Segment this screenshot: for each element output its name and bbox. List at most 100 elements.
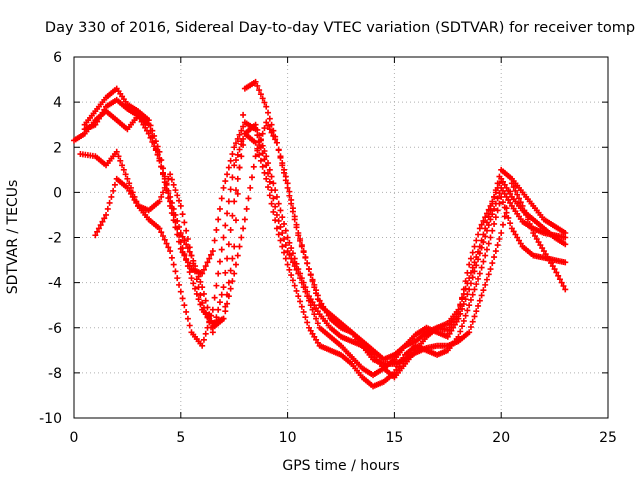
data-point-marker: [259, 163, 266, 170]
data-point-marker: [216, 258, 223, 265]
data-point-marker: [464, 307, 471, 314]
data-point-marker: [272, 217, 279, 224]
data-point-marker: [475, 302, 482, 309]
data-point-marker: [320, 303, 327, 310]
data-point-marker: [507, 199, 514, 206]
data-point-marker: [240, 111, 247, 118]
data-point-marker: [236, 146, 243, 153]
data-point-marker: [168, 205, 175, 212]
data-points: [71, 78, 569, 390]
data-point-marker: [487, 207, 494, 214]
data-point-marker: [234, 135, 241, 142]
data-point-marker: [261, 99, 268, 106]
data-point-marker: [165, 190, 172, 197]
data-point-marker: [254, 147, 261, 154]
data-point-marker: [444, 333, 451, 340]
data-point-marker: [492, 214, 499, 221]
data-point-marker: [126, 180, 133, 187]
data-point-marker: [535, 239, 542, 246]
data-point-marker: [508, 225, 515, 232]
data-point-marker: [309, 306, 316, 313]
data-point-marker: [174, 275, 181, 282]
data-point-marker: [113, 148, 120, 155]
data-point-marker: [232, 157, 239, 164]
data-point-marker: [183, 308, 190, 315]
data-point-marker: [208, 251, 215, 258]
data-point-marker: [462, 285, 469, 292]
data-point-marker: [119, 162, 126, 169]
data-point-marker: [560, 283, 567, 290]
y-tick-label: -8: [48, 366, 62, 382]
data-point-marker: [277, 153, 284, 160]
data-point-marker: [163, 240, 170, 247]
data-point-marker: [222, 178, 229, 185]
data-point-marker: [224, 210, 231, 217]
data-point-marker: [482, 225, 489, 232]
data-point-marker: [218, 246, 225, 253]
data-point-marker: [482, 252, 489, 259]
data-point-marker: [188, 275, 195, 282]
data-point-marker: [487, 266, 494, 273]
data-point-marker: [218, 195, 225, 202]
data-point-marker: [167, 248, 174, 255]
data-point-marker: [224, 255, 231, 262]
data-point-marker: [240, 141, 247, 148]
data-point-marker: [494, 195, 501, 202]
data-point-marker: [261, 156, 268, 163]
data-point-marker: [469, 318, 476, 325]
data-point-marker: [546, 257, 553, 264]
data-point-marker: [238, 127, 245, 134]
data-point-marker: [161, 173, 168, 180]
data-point-marker: [224, 300, 231, 307]
data-point-marker: [460, 317, 467, 324]
data-point-marker: [156, 225, 163, 232]
data-point-marker: [199, 270, 206, 277]
data-point-marker: [288, 245, 295, 252]
grid-lines: [74, 57, 608, 418]
data-point-marker: [277, 223, 284, 230]
data-point-marker: [517, 240, 524, 247]
data-point-marker: [225, 241, 232, 248]
data-point-marker: [245, 195, 252, 202]
data-point-marker: [311, 311, 318, 318]
y-tick-label: -2: [48, 231, 62, 247]
data-point-marker: [179, 245, 186, 252]
data-point-marker: [154, 143, 161, 150]
data-point-marker: [209, 248, 216, 255]
data-point-marker: [298, 303, 305, 310]
data-point-marker: [309, 330, 316, 337]
data-point-marker: [516, 237, 522, 244]
data-point-marker: [466, 275, 473, 282]
data-point-marker: [298, 275, 305, 282]
data-point-marker: [163, 181, 170, 188]
data-point-marker: [252, 121, 259, 128]
data-point-marker: [286, 188, 293, 195]
data-point-marker: [480, 231, 487, 238]
data-point-marker: [562, 259, 569, 266]
data-point-marker: [281, 166, 288, 173]
data-point-marker: [277, 207, 284, 214]
data-point-marker: [200, 266, 207, 273]
data-point-marker: [256, 151, 263, 158]
data-point-marker: [266, 178, 273, 185]
data-point-marker: [231, 198, 238, 205]
data-point-marker: [240, 123, 247, 130]
data-point-marker: [459, 323, 466, 330]
data-point-marker: [473, 237, 480, 244]
data-point-marker: [499, 187, 506, 194]
y-tick-label: 6: [53, 50, 62, 66]
data-point-marker: [483, 219, 490, 226]
data-point-marker: [204, 304, 211, 311]
x-tick-label: 25: [599, 430, 617, 446]
data-point-marker: [218, 291, 225, 298]
data-point-marker: [314, 308, 321, 315]
data-point-marker: [291, 282, 298, 289]
data-point-marker: [295, 293, 302, 300]
data-point-marker: [195, 273, 202, 280]
data-point-marker: [172, 187, 179, 194]
data-point-marker: [131, 196, 138, 203]
data-point-marker: [261, 169, 268, 176]
data-point-marker: [170, 211, 177, 218]
data-point-marker: [462, 312, 469, 319]
data-point-marker: [305, 266, 312, 273]
